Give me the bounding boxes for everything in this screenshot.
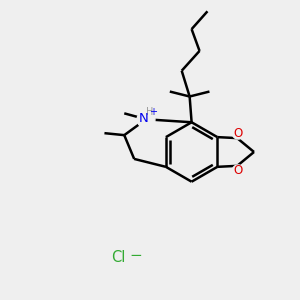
Circle shape bbox=[232, 165, 244, 177]
Text: +: + bbox=[149, 107, 157, 117]
Text: O: O bbox=[233, 127, 243, 140]
Text: N: N bbox=[139, 112, 149, 125]
Text: Cl: Cl bbox=[111, 250, 125, 265]
Text: H: H bbox=[146, 107, 154, 117]
Text: −: − bbox=[130, 248, 142, 262]
Circle shape bbox=[137, 110, 155, 128]
Text: O: O bbox=[233, 164, 243, 177]
Circle shape bbox=[232, 127, 244, 139]
